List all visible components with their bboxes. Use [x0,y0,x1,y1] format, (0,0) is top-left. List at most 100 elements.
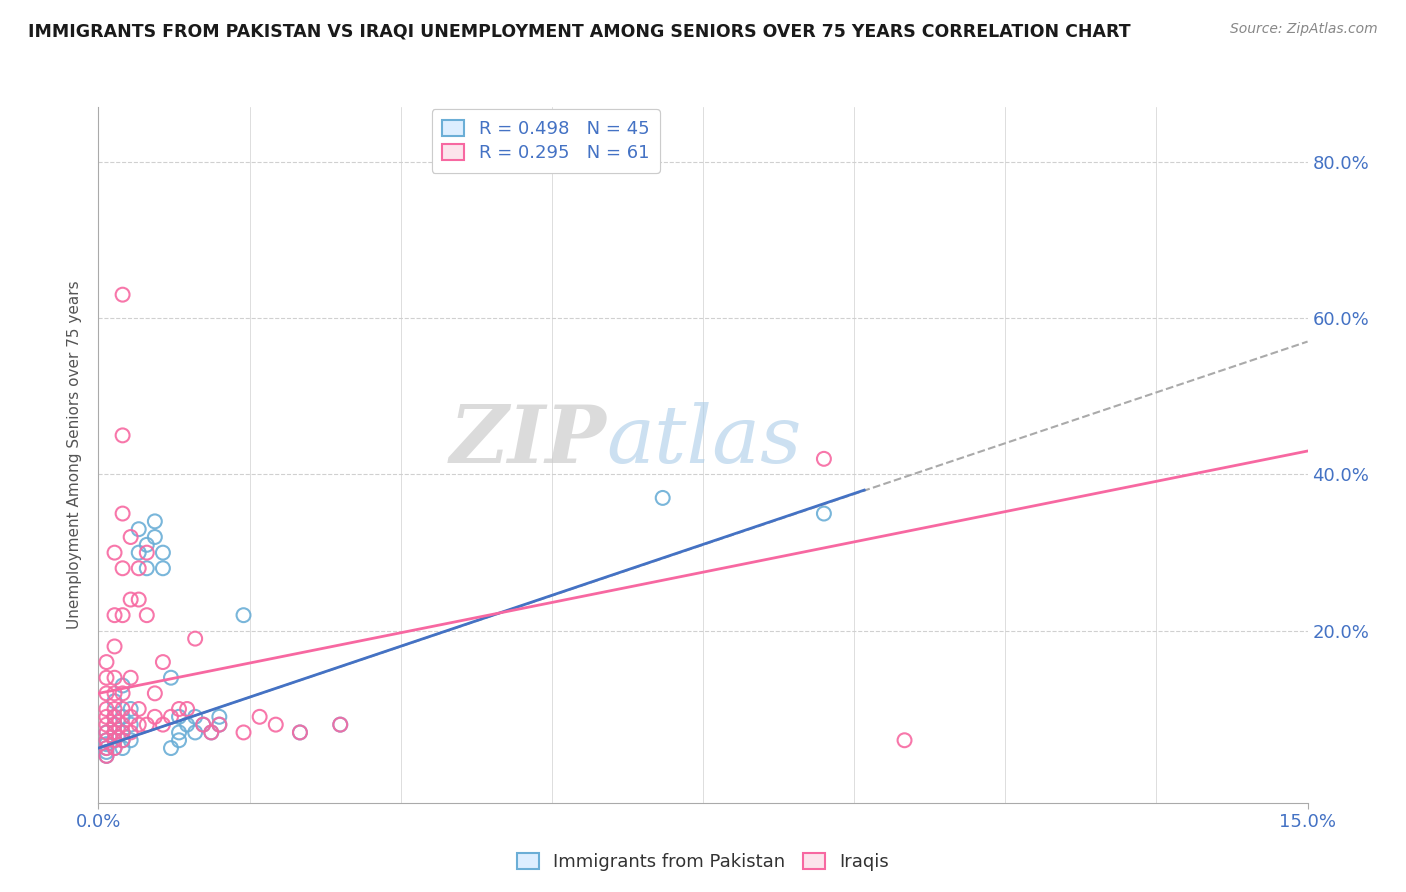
Point [120,710,142,724]
Point [96,748,118,763]
Text: Source: ZipAtlas.com: Source: ZipAtlas.com [1230,22,1378,37]
Point [103,608,125,623]
Point [813,451,835,466]
Point [128,561,150,575]
Text: IMMIGRANTS FROM PAKISTAN VS IRAQI UNEMPLOYMENT AMONG SENIORS OVER 75 YEARS CORRE: IMMIGRANTS FROM PAKISTAN VS IRAQI UNEMPL… [28,22,1130,40]
Point [103,725,125,739]
Point [96,733,118,747]
Point [184,632,207,646]
Point [893,733,915,747]
Point [167,702,190,716]
Point [111,608,134,623]
Point [160,671,183,685]
Point [143,710,166,724]
Point [152,655,174,669]
Point [152,717,174,731]
Point [288,725,311,739]
Point [96,655,118,669]
Point [103,694,125,708]
Point [135,546,157,560]
Point [96,748,118,763]
Point [103,671,125,685]
Point [167,725,190,739]
Point [329,717,352,731]
Point [200,725,222,739]
Point [184,725,207,739]
Point [288,725,311,739]
Point [120,530,142,544]
Point [176,702,198,716]
Point [135,608,157,623]
Point [103,710,125,724]
Point [96,733,118,747]
Point [103,546,125,560]
Point [103,741,125,756]
Point [111,428,134,442]
Point [96,717,118,731]
Point [103,717,125,731]
Point [160,741,183,756]
Point [96,671,118,685]
Point [111,561,134,575]
Point [96,702,118,716]
Point [264,717,287,731]
Point [103,717,125,731]
Point [111,679,134,693]
Point [232,725,254,739]
Point [128,592,150,607]
Point [193,717,215,731]
Point [167,710,190,724]
Point [103,733,125,747]
Point [143,686,166,700]
Point [103,733,125,747]
Point [103,702,125,716]
Point [111,725,134,739]
Point [111,702,134,716]
Point [160,710,183,724]
Point [103,640,125,654]
Point [232,608,254,623]
Text: ZIP: ZIP [450,402,606,480]
Point [208,717,231,731]
Point [103,741,125,756]
Point [103,686,125,700]
Point [111,717,134,731]
Point [96,741,118,756]
Point [111,710,134,724]
Point [128,546,150,560]
Point [651,491,673,505]
Point [143,530,166,544]
Point [96,745,118,759]
Point [96,741,118,756]
Point [120,717,142,731]
Point [96,686,118,700]
Point [193,717,215,731]
Point [120,671,142,685]
Y-axis label: Unemployment Among Seniors over 75 years: Unemployment Among Seniors over 75 years [67,281,83,629]
Point [128,717,150,731]
Point [120,592,142,607]
Point [135,538,157,552]
Point [143,514,166,528]
Point [184,710,207,724]
Point [96,725,118,739]
Legend: R = 0.498   N = 45, R = 0.295   N = 61: R = 0.498 N = 45, R = 0.295 N = 61 [432,109,659,173]
Point [135,717,157,731]
Point [208,717,231,731]
Point [200,725,222,739]
Point [813,507,835,521]
Point [128,522,150,536]
Point [120,725,142,739]
Point [111,733,134,747]
Point [135,561,157,575]
Point [208,710,231,724]
Point [152,546,174,560]
Point [111,741,134,756]
Point [128,702,150,716]
Text: atlas: atlas [606,402,801,480]
Point [103,710,125,724]
Point [176,717,198,731]
Point [120,702,142,716]
Point [249,710,271,724]
Point [329,717,352,731]
